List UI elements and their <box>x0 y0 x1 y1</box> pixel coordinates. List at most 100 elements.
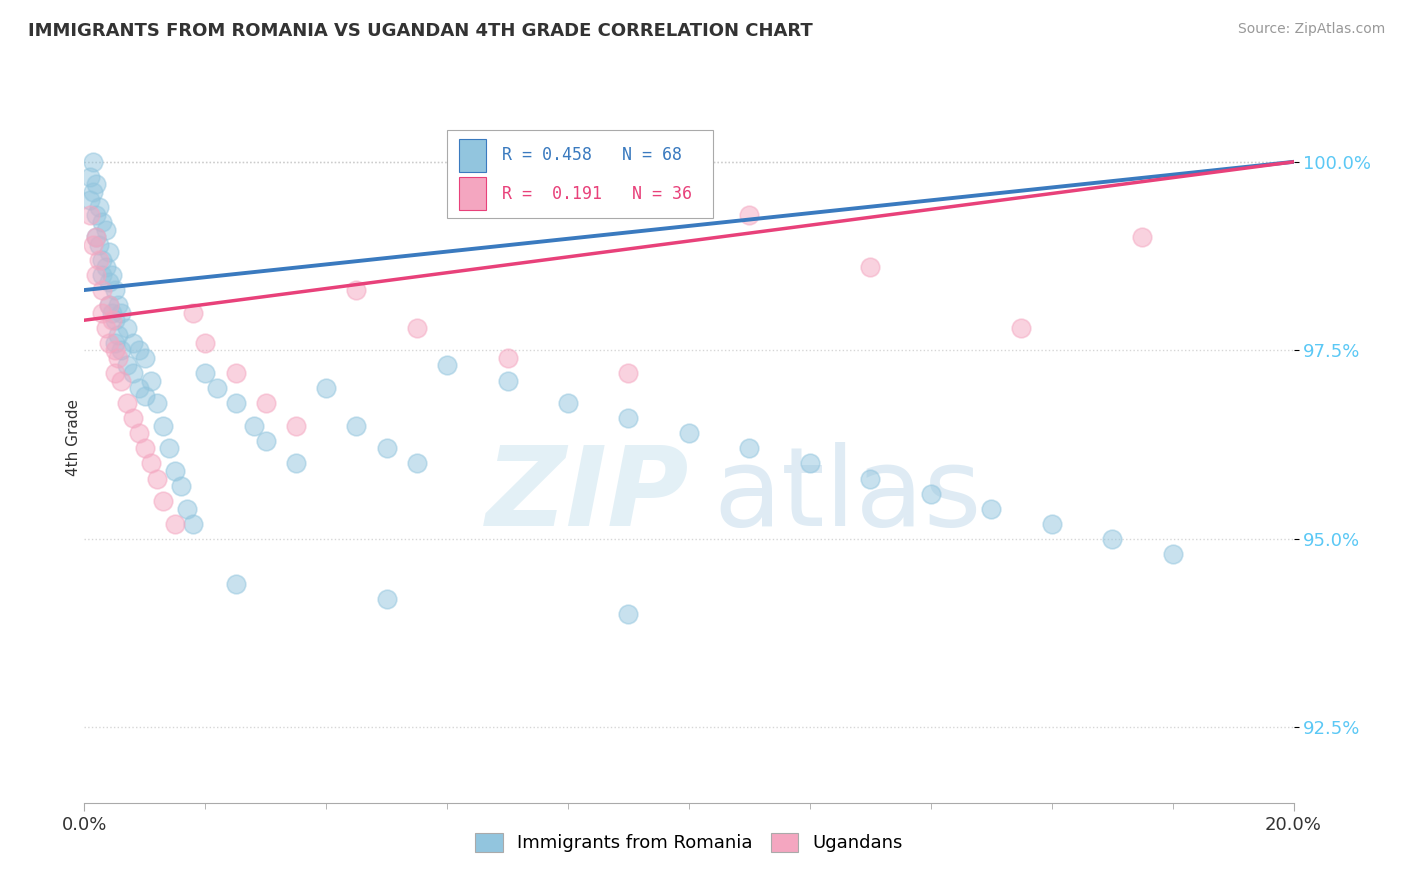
Point <box>86 230 108 244</box>
Point <box>176 501 198 516</box>
Point <box>94 320 117 334</box>
Point <box>134 351 156 365</box>
Point <box>89 237 111 252</box>
Point <box>104 366 127 380</box>
Point <box>104 335 127 350</box>
Point <box>97 245 120 260</box>
Point <box>107 298 129 312</box>
Point <box>91 252 114 267</box>
Point <box>110 374 132 388</box>
Point <box>1011 320 1033 334</box>
Point <box>406 457 429 471</box>
Text: R =  0.191   N = 36: R = 0.191 N = 36 <box>502 186 692 203</box>
Point <box>104 343 127 358</box>
Point <box>128 381 150 395</box>
Point <box>91 283 114 297</box>
Point <box>375 442 398 456</box>
Point <box>617 607 640 622</box>
Point <box>617 411 640 425</box>
Point <box>1040 516 1063 531</box>
Point <box>225 396 247 410</box>
Point <box>315 381 337 395</box>
Point <box>100 313 122 327</box>
Point <box>139 457 162 471</box>
Point <box>859 260 882 275</box>
Text: ZIP: ZIP <box>485 442 689 549</box>
Point <box>86 178 108 192</box>
Point <box>115 359 138 373</box>
Point <box>97 276 120 290</box>
Point <box>1161 547 1184 561</box>
Point <box>375 592 398 607</box>
Point <box>152 494 174 508</box>
Point <box>134 389 156 403</box>
Point <box>165 516 187 531</box>
Point <box>738 208 761 222</box>
Point <box>94 260 117 275</box>
Point <box>165 464 187 478</box>
Point <box>121 366 143 380</box>
Point <box>115 396 138 410</box>
Point <box>181 516 204 531</box>
Point <box>157 442 180 456</box>
Point <box>254 434 277 448</box>
Point <box>207 381 229 395</box>
Point <box>799 457 821 471</box>
Point <box>82 237 104 252</box>
Point <box>170 479 193 493</box>
Point <box>152 418 174 433</box>
Point <box>121 411 143 425</box>
Point <box>128 343 150 358</box>
Y-axis label: 4th Grade: 4th Grade <box>66 399 80 475</box>
Point <box>496 351 519 365</box>
Point <box>285 418 308 433</box>
Point <box>617 366 640 380</box>
Point <box>94 223 117 237</box>
Point <box>91 306 114 320</box>
Point <box>225 577 247 591</box>
Point <box>107 328 129 343</box>
Point <box>346 418 368 433</box>
Point <box>738 442 761 456</box>
Point <box>82 154 104 169</box>
Point <box>89 252 111 267</box>
Bar <box>460 138 486 171</box>
Point <box>104 313 127 327</box>
Point <box>194 335 217 350</box>
Point <box>100 306 122 320</box>
Point <box>859 471 882 485</box>
Point <box>194 366 217 380</box>
Point <box>980 501 1002 516</box>
Point <box>86 268 108 282</box>
Point <box>110 343 132 358</box>
Point <box>678 426 700 441</box>
Point <box>285 457 308 471</box>
Point <box>242 418 264 433</box>
Point <box>346 283 368 297</box>
Point <box>436 359 458 373</box>
Point <box>100 268 122 282</box>
Point <box>115 320 138 334</box>
Point <box>1132 230 1154 244</box>
Point <box>97 298 120 312</box>
Point <box>86 208 108 222</box>
Point <box>557 396 579 410</box>
Point <box>496 374 519 388</box>
Point <box>86 230 108 244</box>
Text: R = 0.458   N = 68: R = 0.458 N = 68 <box>502 146 682 164</box>
Point <box>134 442 156 456</box>
Point <box>920 486 942 500</box>
Point <box>139 374 162 388</box>
Point <box>128 426 150 441</box>
Point <box>146 396 169 410</box>
Text: atlas: atlas <box>713 442 981 549</box>
Text: IMMIGRANTS FROM ROMANIA VS UGANDAN 4TH GRADE CORRELATION CHART: IMMIGRANTS FROM ROMANIA VS UGANDAN 4TH G… <box>28 22 813 40</box>
Point <box>97 335 120 350</box>
Point <box>406 320 429 334</box>
Point <box>91 268 114 282</box>
Point <box>181 306 204 320</box>
FancyBboxPatch shape <box>447 130 713 218</box>
Point <box>104 283 127 297</box>
Point <box>79 208 101 222</box>
Point <box>97 298 120 312</box>
